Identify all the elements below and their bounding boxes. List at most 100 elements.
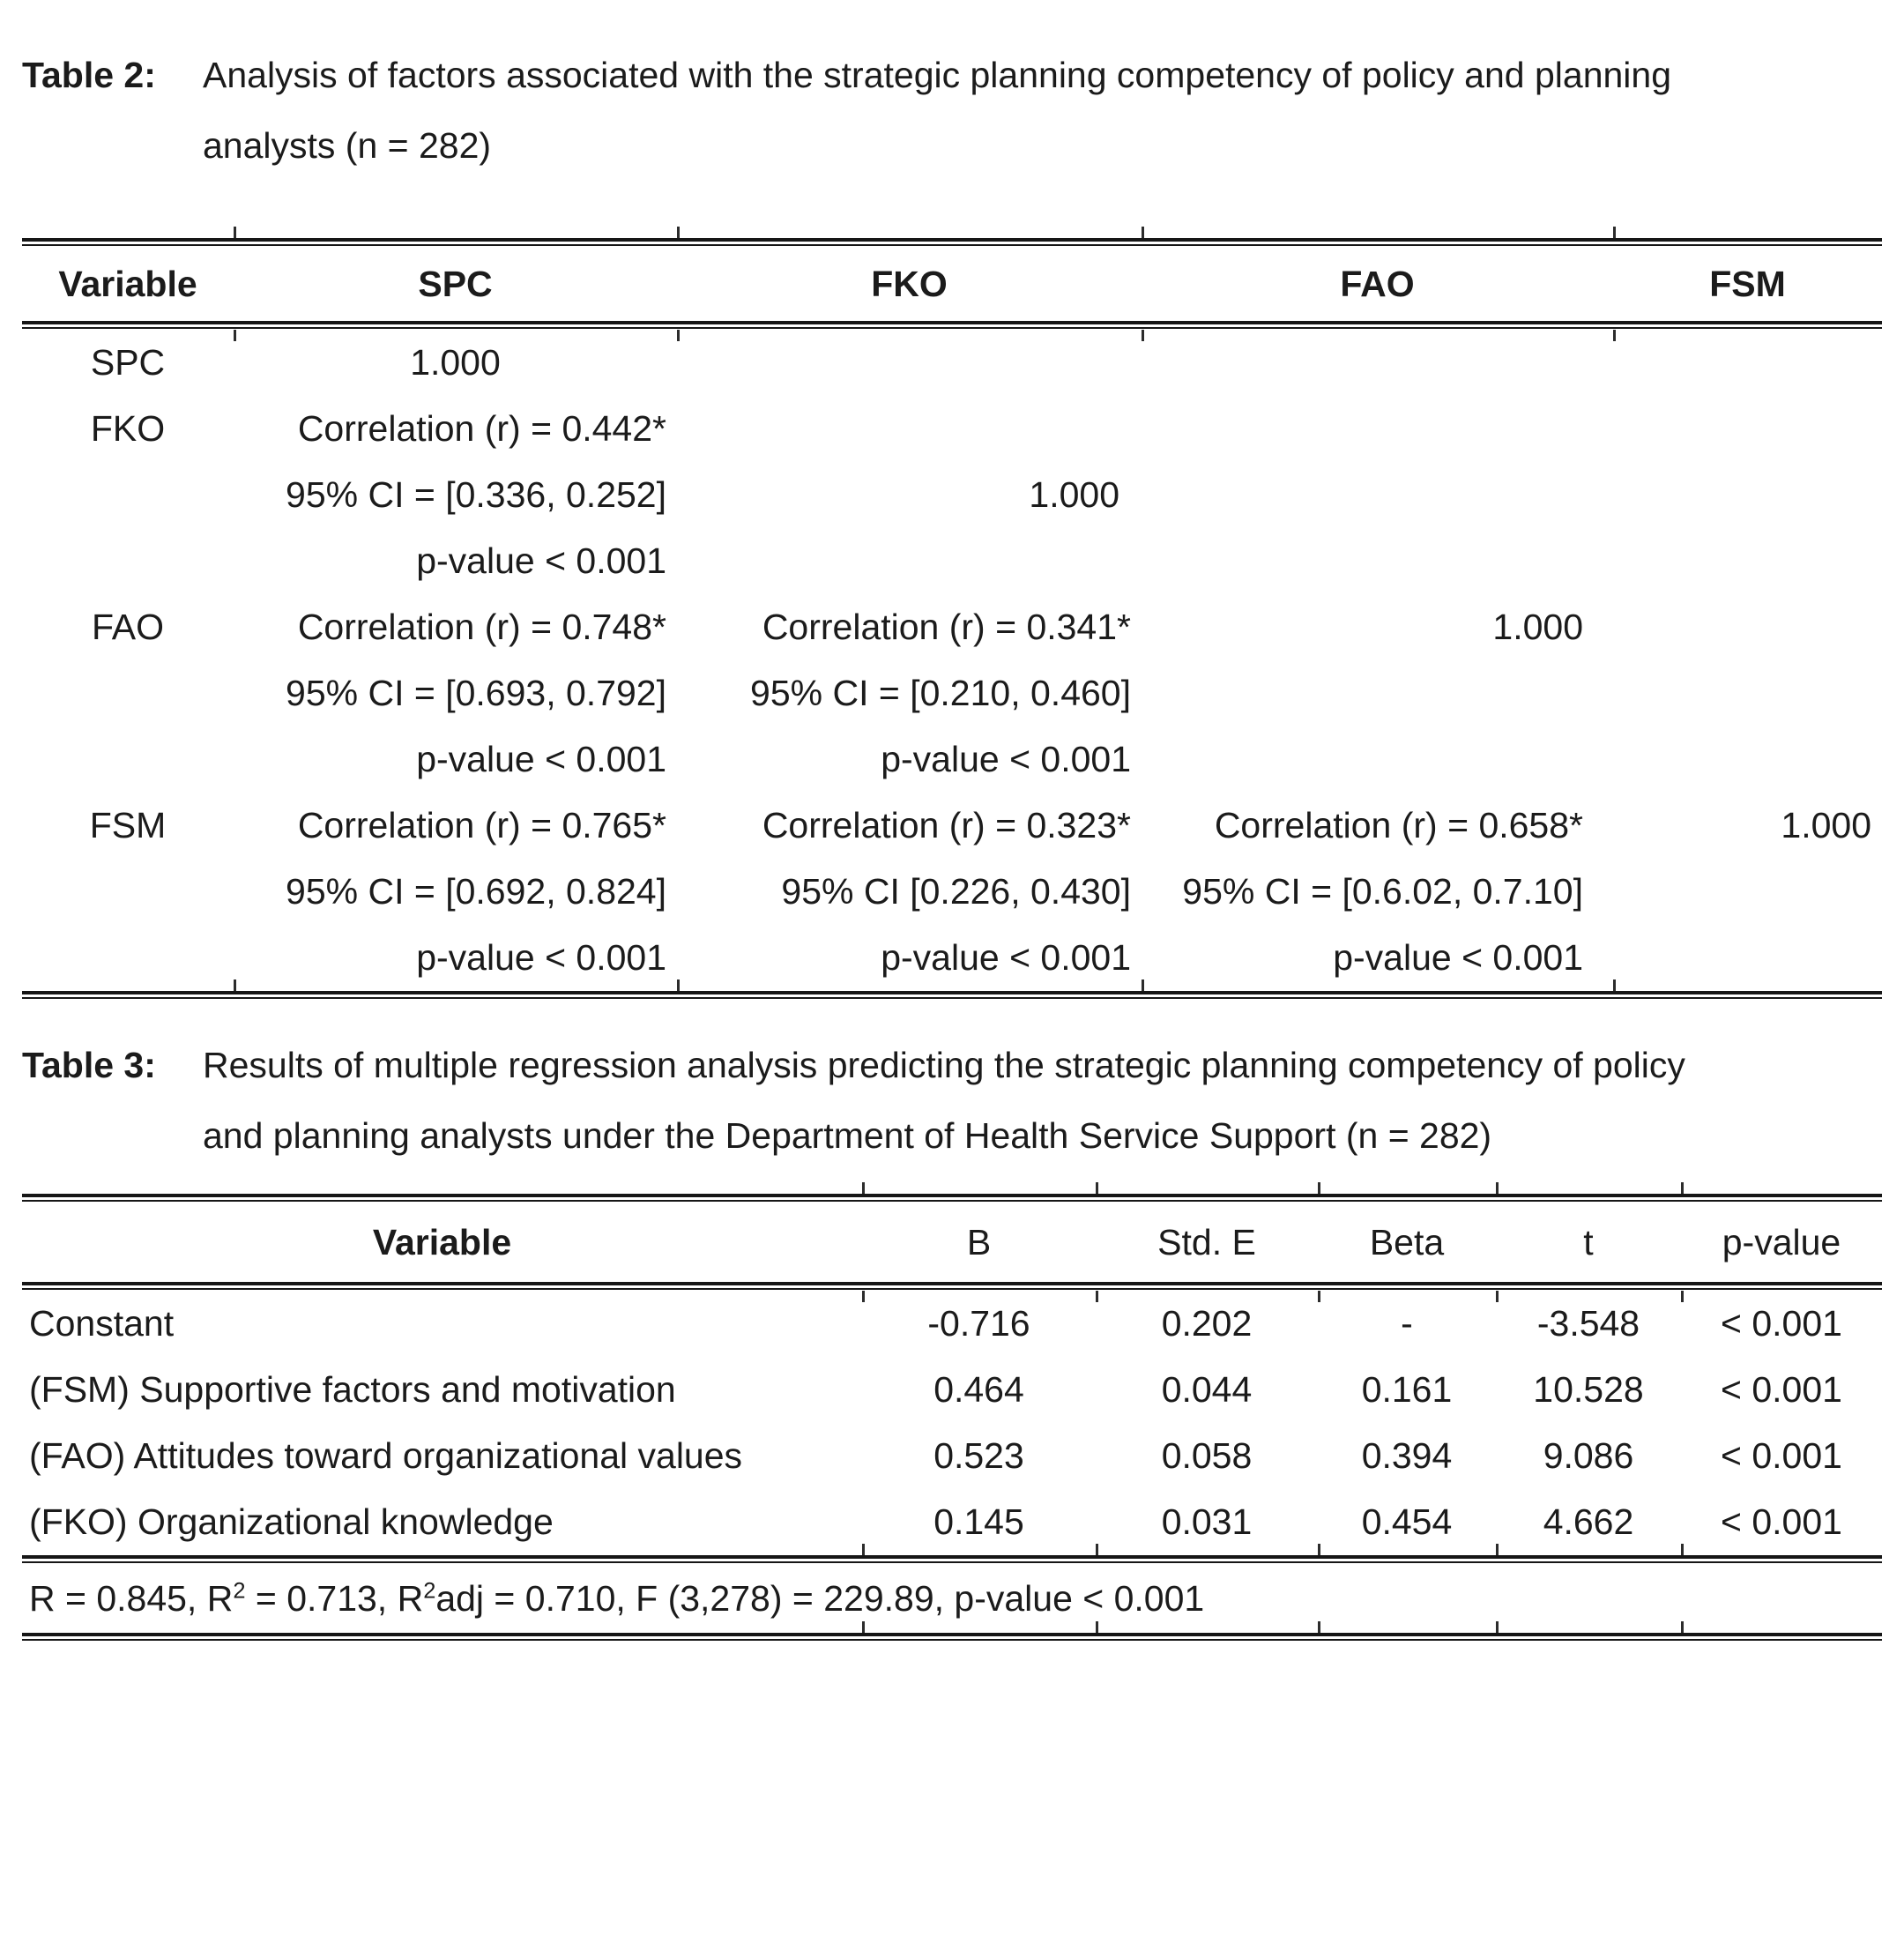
column-tick (1096, 1291, 1098, 1302)
table3-header-std-e: Std. E (1157, 1222, 1256, 1262)
std-e-cell: 0.202 (1161, 1303, 1253, 1344)
table3-header-rule (22, 1282, 1882, 1302)
table3-caption-text: Results of multiple regression analysis … (203, 1030, 1882, 1171)
beta-cell: 0.161 (1361, 1369, 1453, 1410)
table3-header-variable: Variable (372, 1222, 512, 1262)
table3-row-fsm: (FSM) Supportive factors and motivation … (22, 1357, 1882, 1423)
variable-cell: Constant (29, 1303, 175, 1344)
table3-model-summary: R = 0.845, R2 = 0.713, R2adj = 0.710, F … (22, 1564, 1882, 1633)
ci-line: 95% CI = [0.692, 0.824] (286, 871, 666, 912)
correlation-line: Correlation (r) = 0.442* (297, 408, 666, 449)
b-cell: 0.145 (933, 1501, 1024, 1542)
t-cell: -3.548 (1536, 1303, 1640, 1344)
table2-row-fao: FAO Correlation (r) = 0.748* 95% CI = [0… (22, 594, 1882, 793)
table3-header-p-value: p-value (1722, 1222, 1841, 1262)
column-tick (862, 1182, 865, 1194)
table2-header-fko: FKO (871, 264, 948, 304)
column-tick (1318, 1182, 1320, 1194)
ci-line: 95% CI = [0.336, 0.252] (286, 474, 666, 515)
column-tick (1496, 1544, 1499, 1555)
table-2: Variable SPC FKO FAO FSM SPC 1.000 FKO C… (22, 227, 1882, 1000)
table3-caption: Table 3: Results of multiple regression … (22, 1030, 1882, 1171)
superscript-2: 2 (423, 1578, 436, 1604)
column-tick (862, 1291, 865, 1302)
column-tick (1096, 1544, 1098, 1555)
column-tick (1681, 1291, 1684, 1302)
p-value-cell: < 0.001 (1721, 1369, 1842, 1410)
b-cell: 0.523 (933, 1435, 1024, 1476)
table2-header-fao: FAO (1340, 264, 1415, 304)
table3-header-b: B (966, 1222, 992, 1262)
column-tick (1613, 330, 1616, 341)
variable-cell: (FAO) Attitudes toward organizational va… (29, 1435, 743, 1476)
table2-caption-line2: analysts (n = 282) (203, 125, 492, 166)
table2-caption: Table 2: Analysis of factors associated … (22, 40, 1882, 181)
t-cell: 4.662 (1543, 1501, 1634, 1542)
correlation-line: Correlation (r) = 0.658* (1214, 805, 1583, 845)
column-tick (1096, 1621, 1098, 1633)
table3-bottom-rule (22, 1621, 1882, 1642)
column-tick (1096, 1182, 1098, 1194)
model-summary-text: adj = 0.710, F (3,278) = 229.89, p-value… (435, 1578, 1205, 1619)
row-label: FAO (91, 607, 165, 647)
correlation-line: Correlation (r) = 0.748* (297, 607, 666, 647)
column-tick (1318, 1291, 1320, 1302)
table-3: Variable B Std. E Beta t p-value Constan… (22, 1182, 1882, 1642)
std-e-cell: 0.044 (1161, 1369, 1253, 1410)
p-value-line: p-value < 0.001 (416, 540, 666, 581)
p-value-cell: < 0.001 (1721, 1435, 1842, 1476)
beta-cell: 0.394 (1361, 1435, 1453, 1476)
p-value-line: p-value < 0.001 (881, 739, 1131, 779)
column-tick (1613, 227, 1616, 238)
column-tick (1681, 1544, 1684, 1555)
table2-bottom-rule (22, 979, 1882, 1000)
table3-summary-rule (22, 1544, 1882, 1564)
table2-caption-text: Analysis of factors associated with the … (203, 40, 1882, 181)
table3-row-fao: (FAO) Attitudes toward organizational va… (22, 1423, 1882, 1489)
column-tick (1681, 1621, 1684, 1633)
ci-line: 95% CI = [0.210, 0.460] (750, 673, 1131, 713)
beta-cell: 0.454 (1361, 1501, 1453, 1542)
correlation-line: Correlation (r) = 0.341* (762, 607, 1131, 647)
p-value-cell: < 0.001 (1721, 1501, 1842, 1542)
variable-cell: (FSM) Supportive factors and motivation (29, 1369, 676, 1410)
model-summary-text: = 0.713, R (245, 1578, 424, 1619)
b-cell: -0.716 (927, 1303, 1030, 1344)
column-tick (862, 1544, 865, 1555)
p-value-line: p-value < 0.001 (416, 739, 666, 779)
ci-line: 95% CI [0.226, 0.430] (781, 871, 1131, 912)
std-e-cell: 0.058 (1161, 1435, 1253, 1476)
table2-header-spc: SPC (418, 264, 493, 304)
column-tick (1681, 1182, 1684, 1194)
correlation-line: Correlation (r) = 0.323* (762, 805, 1131, 845)
diagonal-value: 1.000 (410, 342, 501, 383)
column-tick (1318, 1544, 1320, 1555)
diagonal-value: 1.000 (1781, 805, 1871, 845)
table2-header-fsm: FSM (1709, 264, 1786, 304)
t-cell: 9.086 (1543, 1435, 1634, 1476)
row-label: FSM (89, 805, 167, 845)
table2-top-rule (22, 227, 1882, 247)
table3-header-row: Variable B Std. E Beta t p-value (22, 1203, 1882, 1282)
column-tick (677, 979, 680, 991)
table2-header-variable: Variable (58, 264, 197, 304)
row-label: FKO (90, 408, 166, 449)
column-tick (1142, 979, 1144, 991)
beta-cell: - (1401, 1303, 1413, 1344)
table2-header-rule (22, 321, 1882, 341)
column-tick (1142, 227, 1144, 238)
ci-line: 95% CI = [0.693, 0.792] (286, 673, 666, 713)
table3-caption-line1: Results of multiple regression analysis … (203, 1045, 1685, 1085)
b-cell: 0.464 (933, 1369, 1024, 1410)
correlation-line: Correlation (r) = 0.765* (297, 805, 666, 845)
column-tick (677, 227, 680, 238)
table3-caption-line2: and planning analysts under the Departme… (203, 1115, 1492, 1156)
table2-header-row: Variable SPC FKO FAO FSM (22, 247, 1882, 321)
table3-caption-label: Table 3: (22, 1045, 156, 1085)
table2-row-spc: SPC 1.000 (22, 330, 1882, 396)
p-value-line: p-value < 0.001 (1333, 937, 1583, 978)
column-tick (1613, 979, 1616, 991)
column-tick (862, 1621, 865, 1633)
variable-cell: (FKO) Organizational knowledge (29, 1501, 554, 1542)
p-value-line: p-value < 0.001 (416, 937, 666, 978)
